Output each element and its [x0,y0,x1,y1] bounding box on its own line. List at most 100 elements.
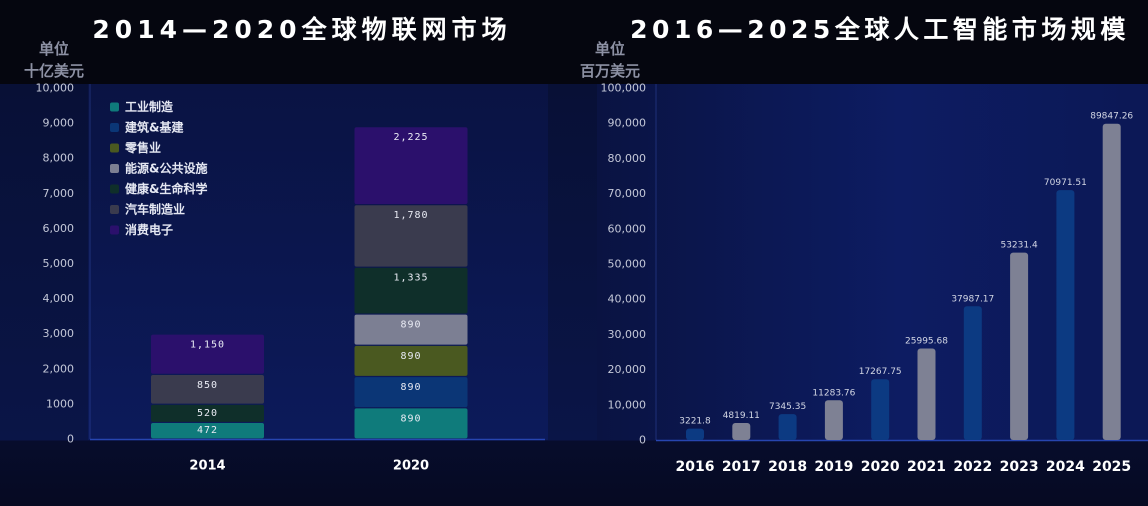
ai-x-label-2024: 2024 [1046,459,1085,475]
ai-x-label-2020: 2020 [861,459,900,475]
ai-bar-2022 [963,306,982,440]
iot-x-label-2020: 2020 [393,459,429,474]
iot-legend-item-industrial-manufacturing: 工业制造 [110,99,174,114]
iot-y-tick-label-5000: 5,000 [43,257,75,270]
iot-legend-item-retail: 零售业 [110,140,161,155]
iot-y-tick-label-7000: 7,000 [43,187,75,200]
iot-bar-2014: 472 520 850 1,150 [151,334,264,439]
iot-y-tick-label-9000: 9,000 [43,117,75,130]
iot-segment-2020-construction-infrastructure [354,377,468,408]
iot-bar-2020: 890 890 890 890 1,335 1,780 2,225 [354,127,468,439]
iot-segment-2014-industrial-manufacturing [151,423,264,439]
iot-segment-2014-consumer-electronics [151,334,264,374]
ai-x-label-2023: 2023 [1000,459,1039,475]
ai-y-tick-label-20000: 20,000 [608,363,647,376]
iot-y-tick-label-1000: 1000 [46,397,74,410]
iot-segment-2020-health-life-sciences [354,267,468,314]
ai-y-tick-label-0: 0 [639,434,646,447]
ai-bar-2021 [917,348,936,440]
iot-value-label-2014-industrial-manufacturing: 472 [197,425,218,436]
iot-y-tick-label-0: 0 [67,433,74,446]
iot-legend-label-automotive: 汽车制造业 [125,202,185,217]
ai-bar-2025 [1102,123,1121,441]
iot-segment-2014-automotive [151,374,264,404]
iot-legend-item-health-life-sciences: 健康&生命科学 [110,181,207,196]
ai-value-label-2024: 70971.51 [1044,178,1087,188]
ai-bar-2019 [824,400,843,440]
iot-legend-label-retail: 零售业 [124,140,161,155]
ai-x-label-2018: 2018 [768,459,807,475]
ai-x-label-2021: 2021 [907,459,946,475]
iot-legend-item-construction-infrastructure: 建筑&基建 [110,120,184,135]
ai-x-label-2016: 2016 [676,459,715,475]
iot-chart-title: 2014—2020全球物联网市场 [92,15,512,44]
iot-unit-label-line1: 单位 [38,40,69,58]
ai-y-tick-label-40000: 40,000 [608,293,647,306]
ai-y-tick-label-50000: 50,000 [608,258,647,271]
iot-value-label-2020-consumer-electronics: 2,225 [393,132,428,143]
iot-value-label-2014-automotive: 850 [197,380,218,391]
ai-bar-2024 [1056,190,1075,440]
ai-y-tick-label-10000: 10,000 [608,398,647,411]
iot-legend-swatch-consumer-electronics [110,225,119,235]
ai-x-label-2019: 2019 [814,459,853,475]
iot-legend-label-consumer-electronics: 消费电子 [125,222,173,237]
ai-y-tick-label-100000: 100,000 [601,82,647,95]
iot-legend-label-health-life-sciences: 健康&生命科学 [125,181,207,196]
iot-legend-label-energy-utilities: 能源&公共设施 [125,161,207,176]
ai-unit-label-line2: 百万美元 [579,62,640,80]
iot-legend-swatch-industrial-manufacturing [110,102,119,112]
iot-segment-2020-consumer-electronics [354,127,468,205]
iot-segment-2020-energy-utilities [354,314,468,345]
ai-value-label-2017: 4819.11 [723,411,760,421]
iot-legend-item-consumer-electronics: 消费电子 [110,222,173,237]
iot-y-tick-label-6000: 6,000 [43,222,75,235]
iot-value-label-2020-health-life-sciences: 1,335 [393,273,428,284]
iot-y-tick-label-2000: 2,000 [43,362,75,375]
ai-value-label-2019: 11283.76 [812,388,855,398]
ai-value-label-2021: 25995.68 [905,336,948,346]
ai-y-tick-label-70000: 70,000 [608,187,647,200]
ai-bar-2018 [778,414,797,440]
ai-value-label-2016: 3221.8 [679,417,711,427]
iot-legend-swatch-construction-infrastructure [110,123,119,132]
iot-chart: 0 1000 2,000 3,000 4,000 5,000 6,000 7,000 8,000… [36,82,545,474]
iot-segment-2020-automotive [354,205,468,267]
ai-y-tick-label-60000: 60,000 [608,222,647,235]
iot-value-label-2020-industrial-manufacturing: 890 [400,413,421,424]
ai-chart-title: 2016—2025全球人工智能市场规模 [630,15,1130,44]
ai-value-label-2022: 37987.17 [951,294,994,304]
iot-y-tick-label-8000: 8,000 [43,152,75,165]
iot-unit-label: 单位 十亿美元 [8,38,100,82]
ai-bar-2017 [732,423,751,440]
ai-chart: 0 10,000 20,000 30,000 40,000 50,000 60,000 70,… [601,82,1148,475]
iot-y-tick-label-4000: 4,000 [43,292,75,305]
iot-legend-swatch-energy-utilities [110,164,119,173]
iot-x-label-2014: 2014 [189,459,225,474]
ai-y-tick-label-90000: 90,000 [608,117,647,130]
iot-value-label-2020-retail: 890 [400,351,421,362]
iot-legend-label-construction-infrastructure: 建筑&基建 [124,120,184,135]
iot-legend-swatch-health-life-sciences [110,184,119,194]
iot-y-tick-label-10000: 10,000 [36,82,75,95]
iot-legend-item-automotive: 汽车制造业 [110,202,185,217]
iot-value-label-2014-consumer-electronics: 1,150 [190,339,225,350]
iot-value-label-2020-construction-infrastructure: 890 [400,382,421,393]
iot-legend-label-industrial-manufacturing: 工业制造 [125,99,174,114]
iot-segment-2014-health-life-sciences [151,404,264,422]
ai-value-label-2025: 89847.26 [1090,112,1133,122]
ai-bar-2020 [871,379,890,440]
iot-y-tick-label-3000: 3,000 [43,327,75,340]
iot-value-label-2014-health-life-sciences: 520 [197,408,218,419]
iot-legend-swatch-automotive [110,205,119,214]
ai-x-label-2022: 2022 [953,459,992,475]
iot-legend-swatch-retail [110,143,119,153]
ai-unit-label-line1: 单位 [594,40,625,58]
ai-x-label-2025: 2025 [1092,459,1131,475]
ai-unit-label: 单位 百万美元 [564,38,656,82]
iot-value-label-2020-automotive: 1,780 [393,210,428,221]
iot-legend-item-energy-utilities: 能源&公共设施 [110,161,207,176]
iot-value-label-2020-energy-utilities: 890 [400,320,421,331]
